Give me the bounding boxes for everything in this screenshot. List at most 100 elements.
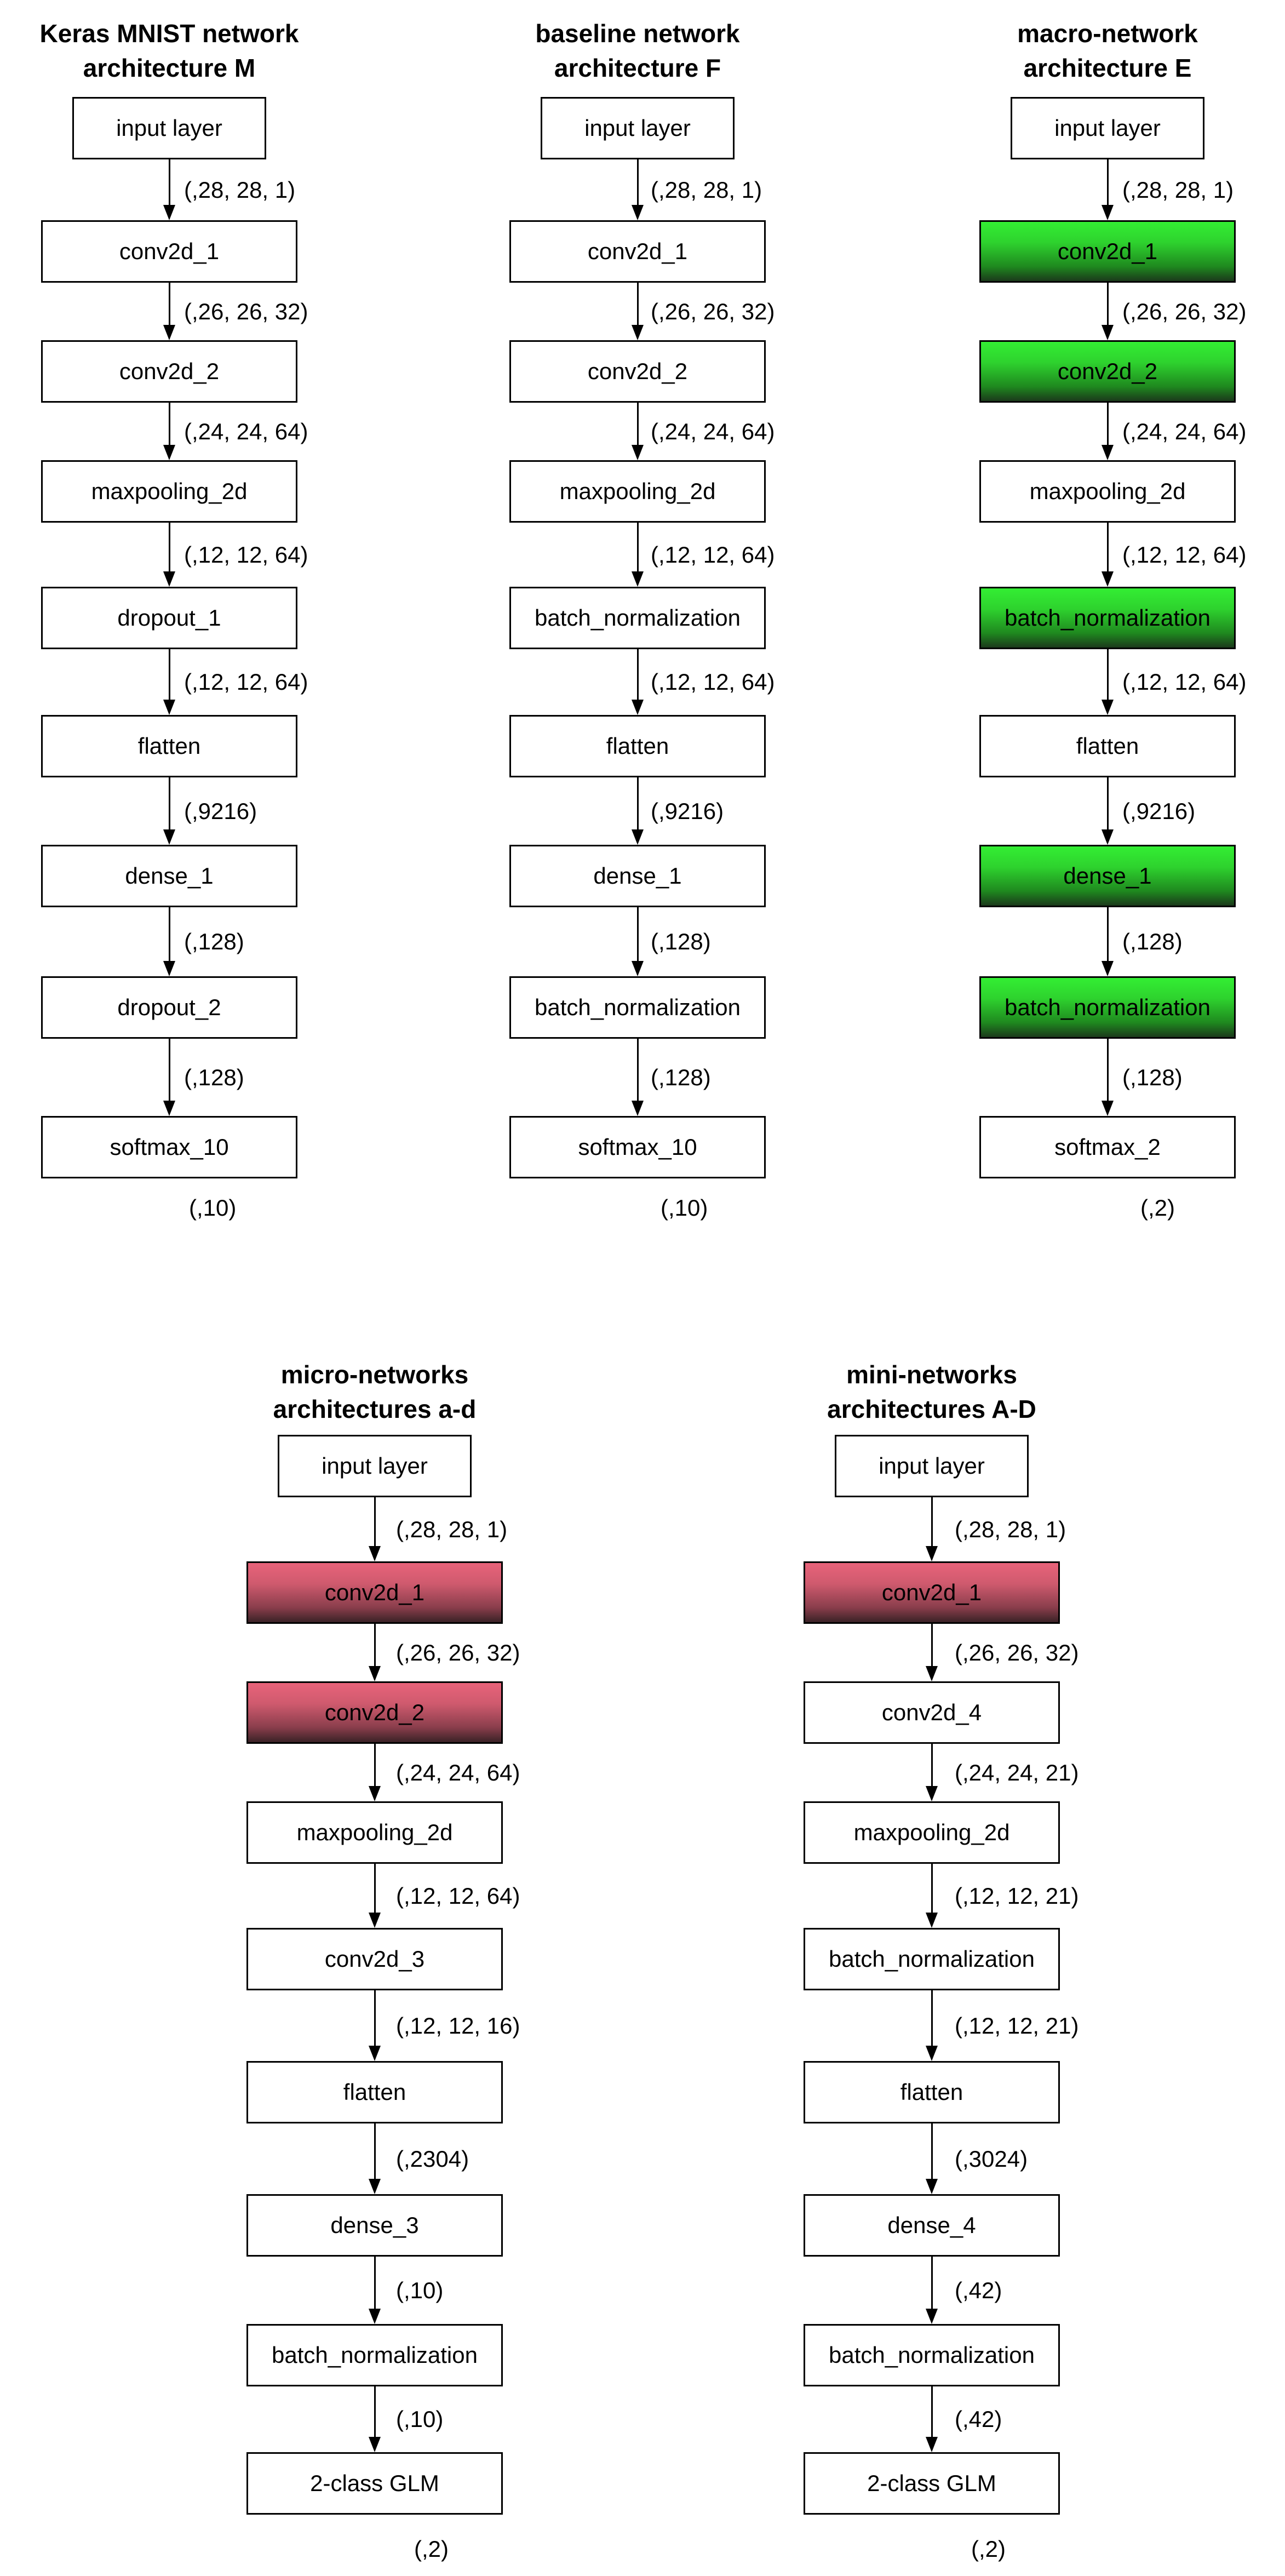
arrow-head <box>1102 1101 1114 1116</box>
tensor-shape-label: (,10) <box>396 2406 444 2432</box>
layer-label: input layer <box>116 115 222 141</box>
tensor-shape-label: (,26, 26, 32) <box>396 1639 520 1665</box>
layer-box: flatten <box>41 715 297 777</box>
arrow-line <box>931 2386 933 2438</box>
tensor-shape-label: (,26, 26, 32) <box>651 298 775 324</box>
arrow-line <box>168 649 170 701</box>
layer-label: batch_normalization <box>535 605 741 631</box>
output-shape-label: (,10) <box>661 1195 708 1221</box>
arrow-head <box>1102 961 1114 976</box>
layer-label: batch_normalization <box>1005 605 1211 631</box>
layer-box: batch_normalization <box>804 2324 1060 2386</box>
diagram-title: mini-networks architectures A-D <box>778 1358 1085 1427</box>
layer-box: batch_normalization <box>509 976 766 1039</box>
arrow-head <box>163 205 175 220</box>
arrow-head <box>163 961 175 976</box>
layer-label: conv2d_1 <box>119 238 220 264</box>
arrow-head <box>369 2046 381 2061</box>
layer-label: conv2d_1 <box>587 238 688 264</box>
layer-box: conv2d_1 <box>509 220 766 283</box>
arrow-line <box>374 1624 376 1667</box>
arrow-line <box>931 1744 933 1787</box>
output-shape-label: (,2) <box>971 2536 1006 2562</box>
arrow-head <box>926 2309 938 2324</box>
arrow-line <box>1106 1039 1109 1102</box>
layer-box: softmax_10 <box>509 1116 766 1178</box>
arrow-head <box>163 325 175 340</box>
arrow-line <box>168 1039 170 1102</box>
layer-label: maxpooling_2d <box>296 1819 453 1845</box>
diagram-title: micro-networks architectures a-d <box>221 1358 528 1427</box>
arrow-head <box>1102 829 1114 845</box>
layer-label: flatten <box>900 2079 963 2105</box>
arrow-head <box>926 1546 938 1561</box>
layer-label: batch_normalization <box>829 2342 1035 2368</box>
arrow-line <box>374 1497 376 1547</box>
tensor-shape-label: (,128) <box>651 929 711 954</box>
arrow-head <box>163 445 175 460</box>
layer-box: conv2d_2 <box>41 340 297 403</box>
layer-box: input layer <box>1011 97 1204 159</box>
arrow-line <box>636 907 639 962</box>
tensor-shape-label: (,12, 12, 64) <box>184 669 308 695</box>
layer-box: maxpooling_2d <box>246 1801 503 1864</box>
diagram-title: baseline network architecture F <box>484 16 791 85</box>
diagram-title-line: architecture E <box>1023 54 1192 82</box>
layer-label: input layer <box>879 1453 985 1479</box>
arrow-line <box>374 1990 376 2047</box>
arrow-line <box>1106 649 1109 701</box>
arrow-line <box>931 1497 933 1547</box>
layer-box: conv2d_4 <box>804 1681 1060 1744</box>
tensor-shape-label: (,12, 12, 64) <box>396 1882 520 1909</box>
layer-label: input layer <box>322 1453 428 1479</box>
tensor-shape-label: (,128) <box>184 929 244 954</box>
diagram-title-line: architectures A-D <box>827 1395 1036 1423</box>
layer-label: softmax_2 <box>1054 1134 1161 1160</box>
arrow-line <box>168 907 170 962</box>
arrow-line <box>636 649 639 701</box>
layer-label: dense_4 <box>887 2212 976 2238</box>
layer-label: dense_3 <box>330 2212 419 2238</box>
arrow-line <box>1106 159 1109 206</box>
arrow-head <box>632 445 644 460</box>
diagram-title-line: baseline network <box>535 19 740 48</box>
layer-label: conv2d_2 <box>119 358 220 384</box>
arrow-head <box>369 1913 381 1928</box>
layer-box: batch_normalization <box>979 976 1236 1039</box>
diagram-title: macro-network architecture E <box>954 16 1261 85</box>
tensor-shape-label: (,12, 12, 64) <box>651 541 775 568</box>
tensor-shape-label: (,12, 12, 21) <box>955 1882 1079 1909</box>
tensor-shape-label: (,2304) <box>396 2145 469 2172</box>
arrow-line <box>636 1039 639 1102</box>
arrow-head <box>369 1546 381 1561</box>
layer-box: input layer <box>835 1435 1029 1497</box>
tensor-shape-label: (,42) <box>955 2406 1002 2432</box>
arrow-head <box>1102 445 1114 460</box>
arrow-head <box>163 700 175 715</box>
arrow-line <box>636 283 639 326</box>
arrow-head <box>1102 205 1114 220</box>
arrow-head <box>632 700 644 715</box>
layer-label: batch_normalization <box>1005 994 1211 1020</box>
layer-label: maxpooling_2d <box>91 478 248 504</box>
arrow-line <box>1106 777 1109 831</box>
arrow-head <box>632 205 644 220</box>
arrow-line <box>1106 403 1109 446</box>
tensor-shape-label: (,24, 24, 64) <box>396 1759 520 1785</box>
tensor-shape-label: (,28, 28, 1) <box>651 176 762 203</box>
layer-label: flatten <box>606 733 669 759</box>
tensor-shape-label: (,128) <box>651 1064 711 1090</box>
arrow-line <box>168 283 170 326</box>
layer-box: flatten <box>804 2061 1060 2123</box>
tensor-shape-label: (,12, 12, 21) <box>955 2012 1079 2039</box>
tensor-shape-label: (,9216) <box>1122 798 1196 824</box>
arrow-line <box>1106 283 1109 326</box>
diagram-title-line: architecture M <box>83 54 256 82</box>
arrow-head <box>926 1786 938 1801</box>
layer-box: flatten <box>246 2061 503 2123</box>
arrow-head <box>632 571 644 587</box>
tensor-shape-label: (,42) <box>955 2277 1002 2303</box>
layer-box: maxpooling_2d <box>804 1801 1060 1864</box>
layer-label: dense_1 <box>593 863 682 889</box>
layer-label: softmax_10 <box>578 1134 697 1160</box>
